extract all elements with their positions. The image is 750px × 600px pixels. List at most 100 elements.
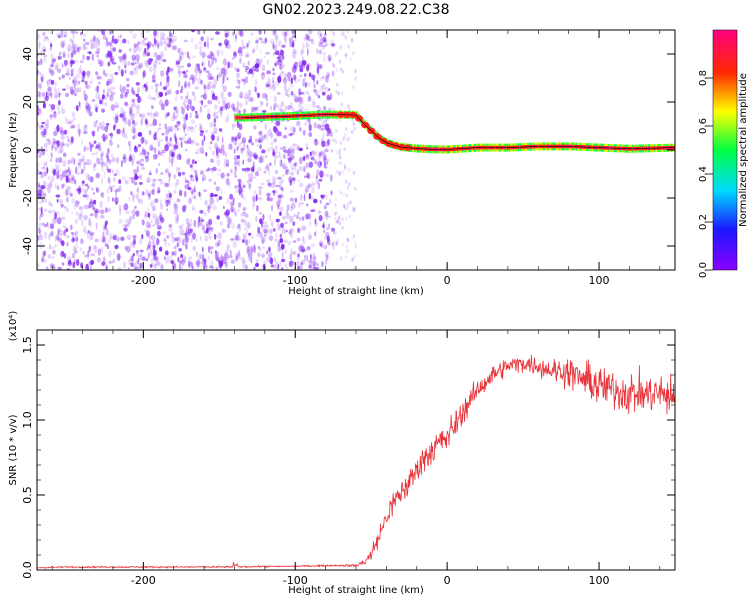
noise-point xyxy=(203,67,207,71)
noise-point xyxy=(136,109,140,115)
noise-point xyxy=(112,258,116,263)
noise-point xyxy=(294,98,298,103)
noise-point xyxy=(252,176,257,179)
noise-point xyxy=(279,206,284,212)
noise-point xyxy=(93,140,97,144)
noise-point xyxy=(292,127,296,134)
noise-point xyxy=(133,121,138,126)
noise-point xyxy=(266,163,270,171)
noise-point xyxy=(40,58,43,66)
noise-point xyxy=(172,111,175,115)
noise-point xyxy=(60,203,64,208)
noise-point xyxy=(210,260,214,268)
noise-point xyxy=(280,222,284,229)
noise-point xyxy=(134,205,137,209)
noise-point xyxy=(218,259,221,265)
noise-point xyxy=(187,139,189,145)
noise-point xyxy=(139,152,143,156)
noise-point xyxy=(246,51,249,57)
noise-point xyxy=(303,155,306,162)
noise-point xyxy=(78,129,81,137)
noise-point xyxy=(97,39,101,47)
noise-point xyxy=(292,221,296,227)
noise-point xyxy=(311,150,315,156)
noise-point xyxy=(140,40,146,47)
noise-point xyxy=(44,251,47,256)
noise-point xyxy=(47,140,52,145)
noise-point xyxy=(325,71,330,80)
noise-point xyxy=(317,64,323,70)
noise-point xyxy=(62,40,66,48)
noise-point xyxy=(165,80,170,88)
noise-point xyxy=(212,56,217,63)
noise-point xyxy=(105,264,108,270)
noise-point xyxy=(84,105,88,110)
noise-point xyxy=(238,223,242,227)
noise-point xyxy=(258,136,261,143)
noise-point xyxy=(168,44,172,48)
noise-point xyxy=(109,260,114,265)
noise-point xyxy=(271,76,275,81)
noise-point xyxy=(241,147,244,153)
noise-point xyxy=(273,256,276,262)
noise-point xyxy=(263,170,267,174)
noise-point xyxy=(339,190,343,195)
noise-point xyxy=(157,140,160,148)
noise-point xyxy=(246,144,249,149)
noise-point xyxy=(87,219,91,226)
noise-point xyxy=(83,33,87,38)
noise-point xyxy=(244,76,249,84)
noise-point xyxy=(119,93,124,99)
noise-point xyxy=(269,162,272,167)
noise-point xyxy=(59,232,64,236)
noise-point xyxy=(130,62,135,66)
noise-point xyxy=(280,187,284,191)
noise-point xyxy=(108,32,112,36)
noise-point xyxy=(185,148,188,152)
noise-point xyxy=(191,204,195,211)
noise-point xyxy=(159,123,161,126)
noise-point xyxy=(322,36,327,43)
noise-point xyxy=(85,173,90,180)
noise-point xyxy=(122,156,125,160)
noise-point xyxy=(115,188,121,192)
noise-point xyxy=(118,184,122,193)
noise-point xyxy=(200,170,204,175)
noise-point xyxy=(214,95,218,101)
noise-point xyxy=(246,147,251,152)
noise-point xyxy=(179,260,182,264)
noise-point xyxy=(237,132,242,140)
noise-point xyxy=(63,34,67,38)
noise-point xyxy=(106,87,111,92)
noise-point xyxy=(248,150,253,158)
noise-point xyxy=(127,40,130,45)
noise-point xyxy=(140,136,145,144)
noise-point xyxy=(150,147,155,151)
noise-point xyxy=(50,53,54,59)
noise-point xyxy=(96,157,99,164)
noise-point xyxy=(73,79,79,87)
noise-point xyxy=(149,123,154,127)
noise-point xyxy=(306,173,310,178)
noise-point xyxy=(320,121,323,130)
noise-point xyxy=(51,144,53,152)
noise-point xyxy=(352,122,355,126)
noise-point xyxy=(178,225,183,229)
noise-point xyxy=(330,174,333,182)
noise-point xyxy=(54,235,57,242)
noise-point xyxy=(220,127,223,134)
noise-point xyxy=(191,106,196,112)
noise-point xyxy=(331,242,335,247)
noise-point xyxy=(168,37,173,43)
noise-point xyxy=(253,154,259,160)
noise-point xyxy=(44,36,48,40)
noise-point xyxy=(111,157,116,163)
noise-point xyxy=(123,52,127,59)
noise-point xyxy=(130,177,134,180)
noise-point xyxy=(306,147,309,150)
noise-point xyxy=(206,70,210,74)
noise-point xyxy=(93,246,98,254)
noise-point xyxy=(289,219,293,224)
noise-point xyxy=(188,197,193,204)
noise-point xyxy=(332,240,336,245)
